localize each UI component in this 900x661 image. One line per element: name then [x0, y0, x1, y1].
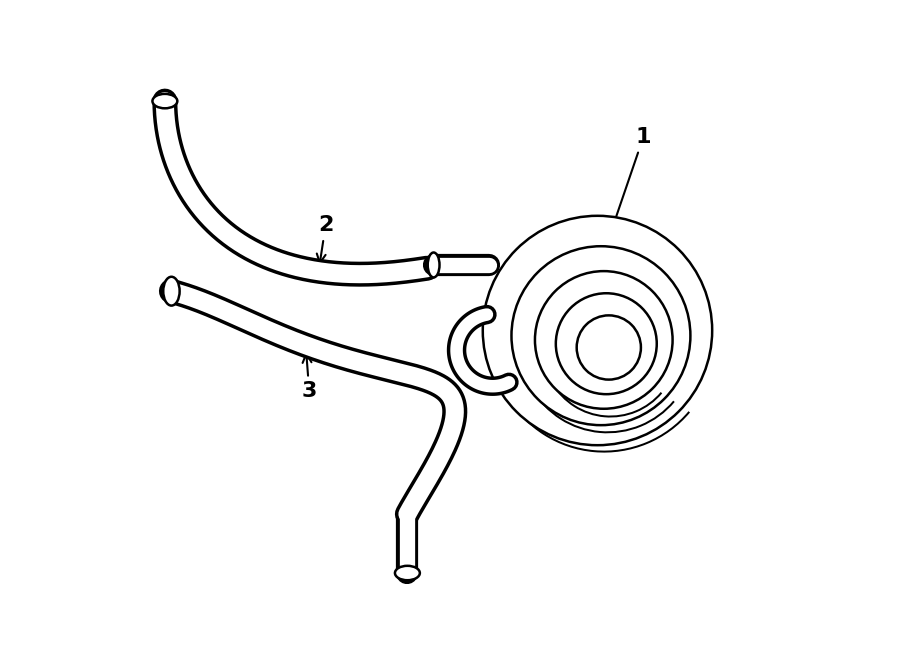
Ellipse shape: [556, 293, 657, 394]
Ellipse shape: [395, 566, 419, 580]
Ellipse shape: [428, 253, 439, 278]
Text: 3: 3: [302, 354, 317, 401]
Ellipse shape: [511, 247, 690, 425]
Ellipse shape: [482, 215, 712, 446]
Ellipse shape: [535, 271, 672, 408]
Ellipse shape: [577, 315, 641, 379]
Ellipse shape: [152, 94, 177, 108]
Text: 2: 2: [317, 215, 333, 263]
Text: 1: 1: [611, 127, 651, 228]
Ellipse shape: [163, 277, 180, 305]
